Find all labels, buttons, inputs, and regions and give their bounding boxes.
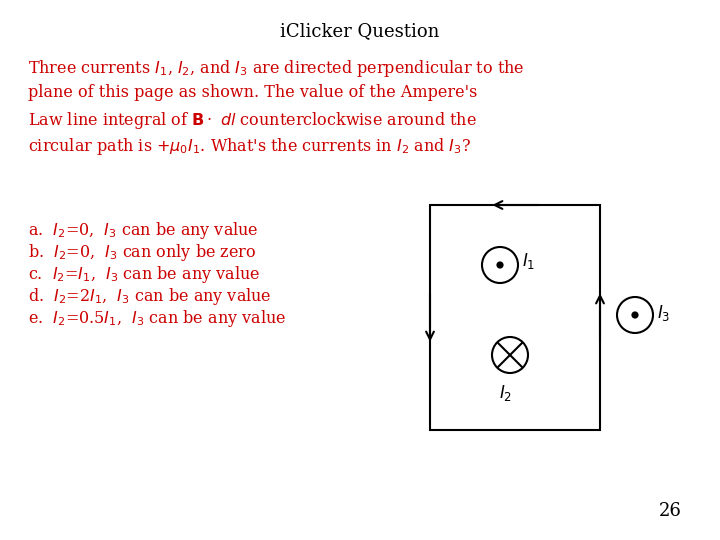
Text: d.  $I_2$=2$I_1$,  $I_3$ can be any value: d. $I_2$=2$I_1$, $I_3$ can be any value	[28, 286, 271, 307]
Circle shape	[617, 297, 653, 333]
Text: 26: 26	[659, 502, 681, 520]
Text: circular path is $+\mu_0 I_1$. What's the currents in $I_2$ and $I_3$?: circular path is $+\mu_0 I_1$. What's th…	[28, 136, 471, 157]
Text: plane of this page as shown. The value of the Ampere's: plane of this page as shown. The value o…	[28, 84, 477, 101]
Text: $I_1$: $I_1$	[522, 251, 535, 271]
Circle shape	[496, 261, 503, 268]
Text: $I_3$: $I_3$	[657, 303, 670, 323]
Text: a.  $I_2$=0,  $I_3$ can be any value: a. $I_2$=0, $I_3$ can be any value	[28, 220, 258, 241]
Text: Law line integral of $\mathbf{B}\cdot$ $\mathit{dl}$ counterclockwise around the: Law line integral of $\mathbf{B}\cdot$ $…	[28, 110, 477, 131]
Text: e.  $I_2$=0.5$I_1$,  $I_3$ can be any value: e. $I_2$=0.5$I_1$, $I_3$ can be any valu…	[28, 308, 286, 329]
Circle shape	[482, 247, 518, 283]
Text: b.  $I_2$=0,  $I_3$ can only be zero: b. $I_2$=0, $I_3$ can only be zero	[28, 242, 256, 263]
Circle shape	[492, 337, 528, 373]
Text: c.  $I_2$=$I_1$,  $I_3$ can be any value: c. $I_2$=$I_1$, $I_3$ can be any value	[28, 264, 260, 285]
Text: iClicker Question: iClicker Question	[280, 22, 440, 40]
Circle shape	[631, 312, 639, 319]
Text: Three currents $I_1$, $I_2$, and $I_3$ are directed perpendicular to the: Three currents $I_1$, $I_2$, and $I_3$ a…	[28, 58, 524, 79]
Bar	[430, 205, 600, 430]
Text: $I_2$: $I_2$	[500, 383, 513, 403]
